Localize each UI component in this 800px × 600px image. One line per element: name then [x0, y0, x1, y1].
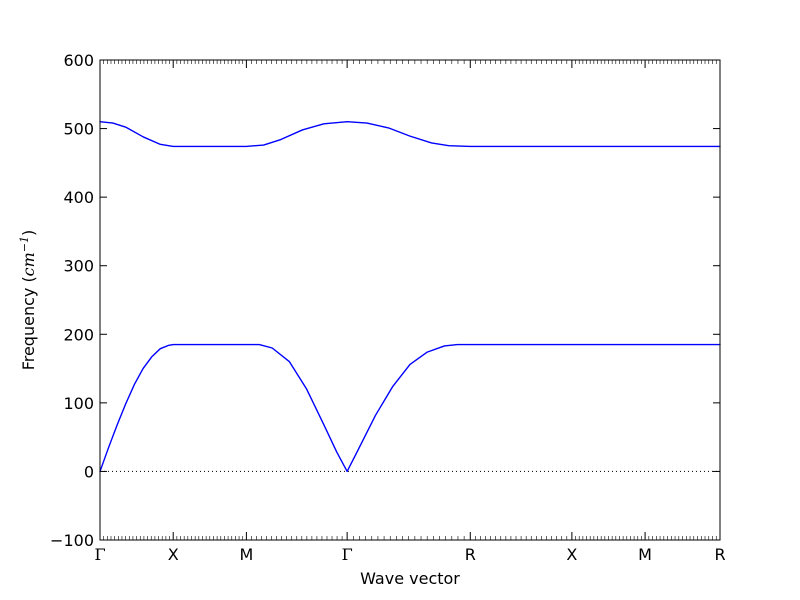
x-tick-label: Γ	[94, 545, 105, 564]
y-tick-label: 400	[63, 188, 94, 207]
series-line-branch-1	[99, 343, 721, 473]
y-tick-label: 500	[63, 120, 94, 139]
y-tick-label: 0	[84, 462, 94, 481]
y-axis-title-exponent: −1	[18, 236, 31, 252]
x-tick-label: Γ	[342, 545, 353, 564]
y-axis-title-unit: cm	[19, 252, 38, 276]
x-tick-label: R	[714, 545, 725, 564]
y-axis-title-prefix: Frequency (	[19, 276, 38, 370]
x-axis-title: Wave vector	[360, 569, 460, 588]
series-layer	[99, 121, 721, 473]
y-axis-title-suffix: )	[19, 230, 38, 236]
y-tick-label: 200	[63, 325, 94, 344]
plot-frame	[99, 59, 721, 541]
x-tick-label: X	[168, 545, 179, 564]
y-tick-label: 100	[63, 394, 94, 413]
y-tick-label: 300	[63, 257, 94, 276]
x-tick-label: R	[465, 545, 476, 564]
x-tick-label: M	[638, 545, 652, 564]
x-tick-label: M	[239, 545, 253, 564]
y-tick-label: −100	[50, 531, 94, 550]
series-line-branch-2	[99, 121, 721, 148]
y-tick-label: 600	[63, 51, 94, 70]
minor-tick-marks	[103, 60, 717, 540]
y-axis-title: Frequency (cm−1)	[18, 230, 38, 371]
y-axis-ticks: −100 0 100 200 300 400 500 600	[50, 51, 720, 550]
x-tick-label: X	[566, 545, 577, 564]
